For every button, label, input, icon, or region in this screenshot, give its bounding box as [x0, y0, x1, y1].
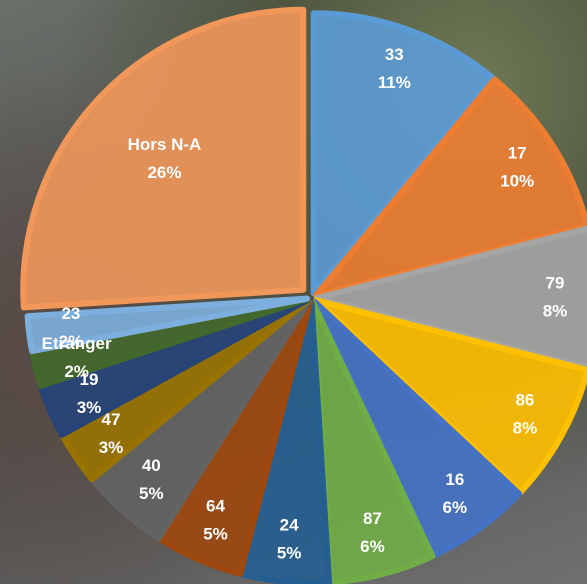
slice-percent: 8% [513, 419, 538, 438]
slice-category: 16 [445, 470, 464, 489]
slice-category: 24 [280, 515, 299, 534]
slice-category: 86 [515, 391, 534, 410]
slice-percent: 2% [59, 332, 84, 351]
slice-category: 23 [61, 304, 80, 323]
slice-percent: 26% [147, 163, 181, 182]
slice-category: 33 [385, 45, 404, 64]
slice-category: 79 [546, 273, 565, 292]
slice-category: 64 [206, 496, 225, 515]
chart: 33 11% 17 10% 79 8% 86 8% 16 6% 87 6% 24 5% 64 5% 40 5% 47… [0, 0, 587, 584]
slice-category: 17 [508, 143, 527, 162]
slice-percent: 8% [543, 301, 568, 320]
slice-percent: 6% [360, 537, 385, 556]
slice-percent: 5% [277, 543, 302, 562]
slice-category: Hors N-A [128, 135, 202, 154]
slice-percent: 5% [203, 524, 228, 543]
slice-percent: 5% [139, 484, 164, 503]
slice-percent: 2% [64, 362, 89, 381]
slice-percent: 3% [99, 438, 124, 457]
slice-category: 47 [102, 410, 121, 429]
slice-percent: 3% [77, 398, 102, 417]
slice-percent: 11% [378, 73, 411, 92]
pie-slice [23, 10, 303, 308]
slice-percent: 6% [443, 498, 468, 517]
slice-category: 87 [363, 509, 382, 528]
slice-category: 40 [142, 456, 161, 475]
slice-percent: 10% [500, 171, 534, 190]
page: {"chart_data": {"type": "pie", "categori… [0, 0, 587, 584]
